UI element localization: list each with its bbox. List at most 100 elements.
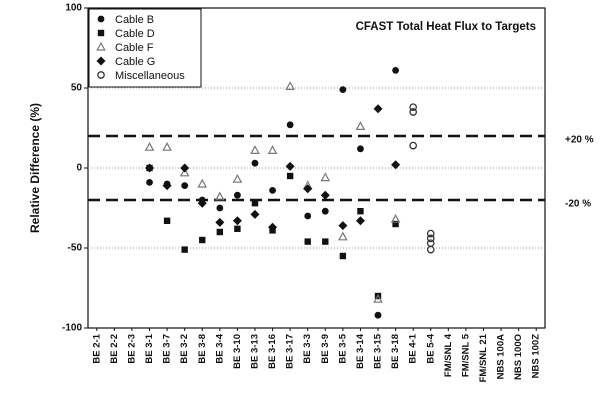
data-point <box>162 141 172 151</box>
data-point <box>216 204 224 212</box>
data-point <box>145 163 155 173</box>
data-point <box>320 172 331 182</box>
reference-label: +20 % <box>565 135 594 146</box>
data-point <box>409 108 418 116</box>
x-tick-label: BE 2-1 <box>91 333 102 363</box>
data-point <box>179 167 190 177</box>
x-tick-label: FM/SNL 4 <box>443 333 454 377</box>
x-tick-label: BE 3-8 <box>197 334 208 364</box>
data-point <box>234 191 241 199</box>
x-tick-label: BE 3-17 <box>285 334 296 369</box>
data-point <box>197 178 208 188</box>
data-point <box>355 121 366 130</box>
data-point <box>320 190 330 200</box>
x-tick-label: BE 3-2 <box>179 334 190 364</box>
y-tick-label: 0 <box>76 163 82 174</box>
x-tick-label: BE 3-9 <box>320 334 331 364</box>
data-point <box>267 145 278 154</box>
data-point <box>180 163 190 173</box>
data-point <box>146 179 153 186</box>
x-tick-label: BE 3-3 <box>302 334 313 364</box>
legend-marker <box>97 29 105 37</box>
data-point <box>426 234 435 243</box>
chart-title: CFAST Total Heat Flux to Targets <box>356 21 536 33</box>
legend-label: Cable G <box>115 56 155 68</box>
data-point <box>426 245 435 254</box>
data-point <box>181 182 189 190</box>
data-point <box>285 161 295 171</box>
x-tick-label: BE 3-5 <box>337 333 348 363</box>
data-point <box>357 208 364 215</box>
data-point <box>216 228 224 236</box>
data-point <box>321 207 329 215</box>
data-point <box>144 141 155 151</box>
data-point <box>215 191 225 201</box>
data-point <box>250 209 260 219</box>
reference-label: -20 % <box>565 199 591 210</box>
data-point <box>304 238 311 245</box>
legend-marker <box>97 15 105 23</box>
data-point <box>251 200 259 207</box>
data-point <box>232 216 242 226</box>
x-tick-label: BE 3-16 <box>267 334 278 369</box>
data-point <box>391 160 401 170</box>
legend-marker <box>97 71 105 79</box>
x-tick-label: BE 3-14 <box>355 333 366 369</box>
legend-label: Cable D <box>115 28 155 40</box>
legend-label: Cable B <box>115 14 154 26</box>
data-point <box>390 213 401 223</box>
y-tick-label: -50 <box>68 243 83 254</box>
data-point <box>162 181 172 191</box>
y-tick-label: 100 <box>65 3 82 14</box>
data-point <box>181 246 188 253</box>
legend-label: Cable F <box>115 42 154 54</box>
legend-label: Miscellaneous <box>115 70 185 82</box>
x-tick-label: BE 3-1 <box>144 333 155 363</box>
x-tick-label: BE 3-15 <box>373 333 384 369</box>
x-tick-label: BE 3-13 <box>249 334 260 369</box>
x-tick-label: BE 3-18 <box>390 334 401 369</box>
data-point <box>197 198 207 208</box>
data-point <box>232 173 243 183</box>
x-tick-label: BE 3-7 <box>162 334 173 364</box>
x-tick-label: BE 4-1 <box>408 333 419 363</box>
x-tick-label: BE 5-4 <box>425 333 436 363</box>
data-point <box>374 311 382 319</box>
data-point <box>286 172 294 180</box>
data-point <box>286 121 294 129</box>
data-point <box>409 141 418 150</box>
data-point <box>199 236 206 244</box>
data-point <box>285 81 295 91</box>
x-tick-label: BE 3-4 <box>214 333 225 363</box>
data-point <box>373 293 383 303</box>
x-tick-label: BE 3-10 <box>232 334 243 369</box>
legend-marker <box>96 56 106 66</box>
data-point <box>338 221 348 231</box>
data-point <box>339 86 347 93</box>
data-point <box>215 217 225 227</box>
x-tick-label: FM/SNL 5 <box>460 333 471 377</box>
data-point <box>392 220 399 228</box>
data-point <box>392 67 399 74</box>
data-point <box>409 103 418 112</box>
data-point <box>357 145 364 153</box>
data-point <box>338 231 348 241</box>
data-point <box>269 187 276 194</box>
data-point <box>303 184 313 194</box>
data-point <box>268 222 278 232</box>
data-point <box>304 212 312 220</box>
y-tick-label: 50 <box>71 83 83 94</box>
data-point <box>355 216 365 226</box>
x-tick-label: BE 2-2 <box>109 334 120 364</box>
data-point <box>426 229 435 238</box>
y-tick-label: -100 <box>62 323 82 334</box>
y-axis-label: Relative Difference (%) <box>28 103 42 233</box>
legend-box <box>88 8 202 88</box>
x-tick-label: NBS 100A <box>496 334 507 380</box>
x-tick-label: NBS 100Z <box>531 334 542 379</box>
x-tick-label: BE 2-3 <box>126 334 137 364</box>
data-point <box>251 159 259 167</box>
data-point <box>163 217 171 224</box>
data-point <box>234 225 241 232</box>
